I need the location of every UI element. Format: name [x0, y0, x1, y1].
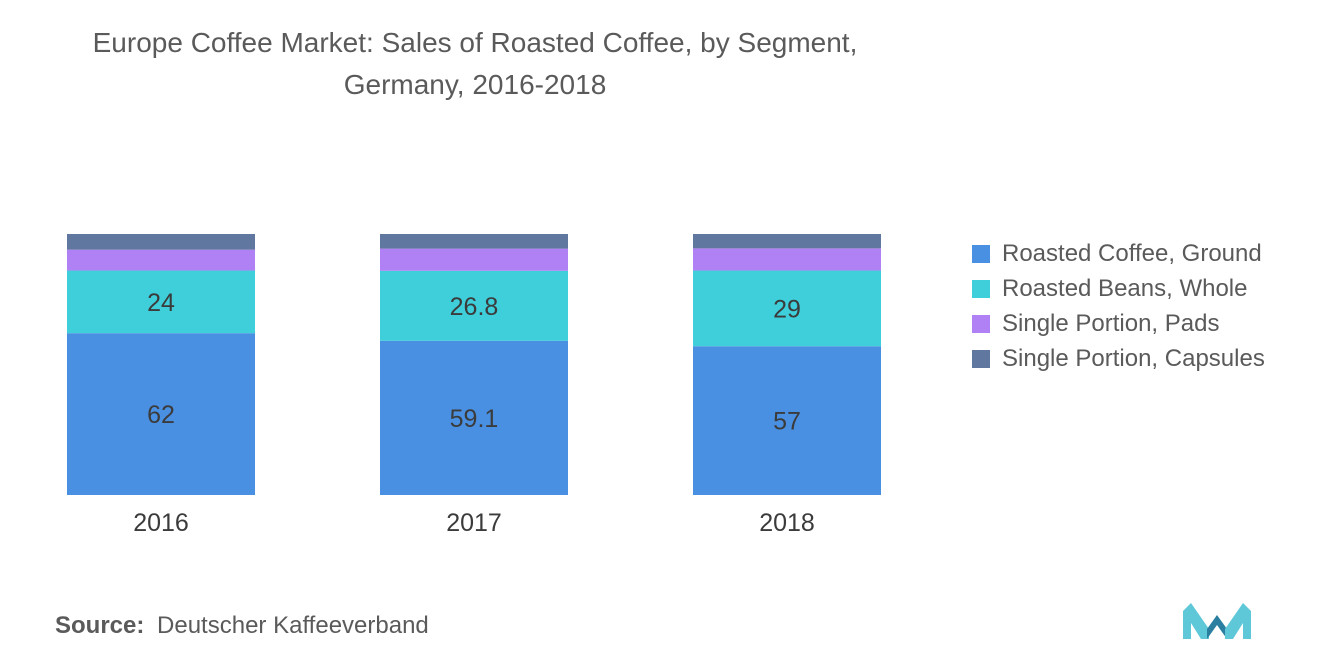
data-label-roasted-beans-whole-2017: 26.8 — [450, 293, 499, 321]
legend-swatch-roasted-coffee-ground — [972, 244, 990, 263]
data-label-roasted-coffee-ground-2018: 57 — [773, 408, 801, 436]
bar-roasted-coffee-ground-2018 — [693, 346, 881, 495]
source-text: Deutscher Kaffeeverband — [157, 612, 429, 639]
logo-right-shape — [1225, 603, 1251, 639]
data-label-roasted-coffee-ground-2017: 59.1 — [450, 405, 499, 433]
logo-middle-shape — [1207, 615, 1227, 639]
source-label: Source: — [55, 612, 145, 639]
bar-roasted-beans-whole-2017 — [380, 270, 568, 341]
bar-roasted-coffee-ground-2016 — [67, 333, 255, 495]
bar-single-portion-pads-2017 — [380, 248, 568, 271]
chart-title-line-2: Germany, 2016-2018 — [343, 69, 607, 100]
brand-logo-icon — [1183, 603, 1251, 639]
bar-single-portion-pads-2016 — [67, 249, 255, 271]
legend-item-roasted-beans-whole: Roasted Beans, Whole — [972, 271, 1312, 306]
legend-label-single-portion-capsules: Single Portion, Capsules — [1002, 344, 1265, 372]
logo-left-shape — [1183, 603, 1209, 639]
legend-label-roasted-beans-whole: Roasted Beans, Whole — [1002, 274, 1248, 302]
bar-roasted-beans-whole-2018 — [693, 270, 881, 347]
chart-legend: Roasted Coffee, Ground Roasted Beans, Wh… — [972, 236, 1312, 376]
legend-swatch-roasted-beans-whole — [972, 279, 990, 298]
x-tick-label-2018: 2018 — [759, 509, 815, 537]
data-label-roasted-beans-whole-2018: 29 — [773, 295, 801, 323]
bar-single-portion-pads-2018 — [693, 248, 881, 271]
x-tick-label-2016: 2016 — [133, 509, 189, 537]
x-tick-label-2017: 2017 — [446, 509, 502, 537]
legend-item-single-portion-pads: Single Portion, Pads — [972, 306, 1312, 341]
legend-swatch-single-portion-capsules — [972, 349, 990, 368]
legend-label-single-portion-pads: Single Portion, Pads — [1002, 309, 1220, 337]
bar-single-portion-capsules-2016 — [67, 234, 255, 250]
legend-label-roasted-coffee-ground: Roasted Coffee, Ground — [1002, 239, 1262, 267]
bar-roasted-beans-whole-2016 — [67, 270, 255, 334]
bar-single-portion-capsules-2018 — [693, 234, 881, 249]
chart-title-line-1: Europe Coffee Market: Sales of Roasted C… — [92, 27, 858, 58]
data-label-roasted-coffee-ground-2016: 62 — [147, 401, 175, 429]
legend-item-roasted-coffee-ground: Roasted Coffee, Ground — [972, 236, 1312, 271]
legend-swatch-single-portion-pads — [972, 314, 990, 333]
legend-item-single-portion-capsules: Single Portion, Capsules — [972, 341, 1312, 376]
bar-roasted-coffee-ground-2017 — [380, 340, 568, 495]
source-note: Source: Deutscher Kaffeeverband — [55, 612, 429, 640]
chart-title: Europe Coffee Market: Sales of Roasted C… — [0, 22, 950, 106]
data-label-roasted-beans-whole-2016: 24 — [147, 289, 175, 317]
bar-single-portion-capsules-2017 — [380, 234, 568, 249]
